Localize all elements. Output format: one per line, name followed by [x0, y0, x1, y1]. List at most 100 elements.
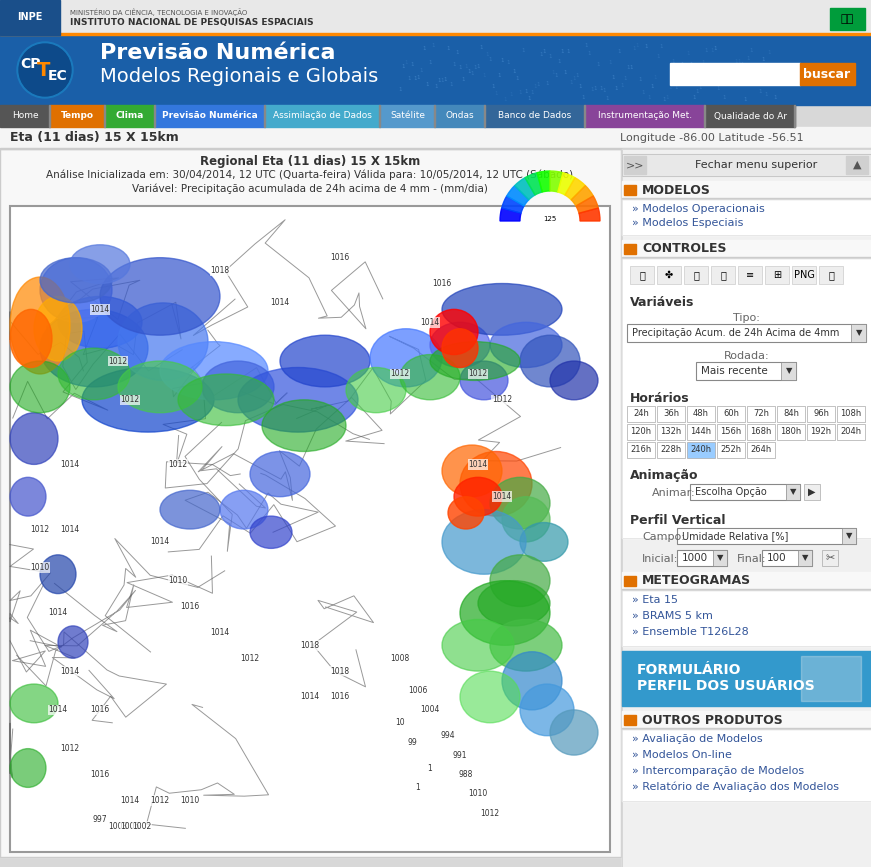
Bar — [622, 729, 871, 801]
Bar — [687, 406, 715, 422]
Bar — [830, 8, 865, 30]
Text: 1: 1 — [665, 83, 669, 88]
Text: 1014: 1014 — [151, 538, 170, 546]
Bar — [807, 424, 835, 440]
Ellipse shape — [160, 342, 268, 400]
Bar — [747, 424, 775, 440]
Ellipse shape — [442, 619, 514, 671]
Text: 1016: 1016 — [432, 279, 452, 288]
Text: 1008: 1008 — [390, 654, 409, 662]
Text: 1012: 1012 — [240, 654, 260, 662]
Text: 1: 1 — [572, 44, 576, 49]
Circle shape — [19, 44, 71, 96]
Bar — [434, 105, 435, 127]
Circle shape — [17, 42, 73, 98]
Text: 1012: 1012 — [469, 369, 488, 379]
Wedge shape — [515, 178, 535, 199]
Text: 1: 1 — [647, 62, 651, 67]
Ellipse shape — [118, 303, 208, 381]
Text: 1: 1 — [548, 69, 551, 75]
Bar — [622, 149, 871, 867]
Bar — [10, 206, 610, 852]
Bar — [804, 484, 820, 500]
Bar — [762, 550, 812, 566]
Text: 1: 1 — [516, 59, 519, 64]
Text: » Eta 15: » Eta 15 — [632, 595, 678, 605]
Ellipse shape — [40, 257, 112, 323]
Text: 168h: 168h — [750, 427, 772, 436]
Text: 1006: 1006 — [120, 822, 139, 831]
Text: 1: 1 — [624, 95, 627, 100]
Text: 1: 1 — [776, 66, 780, 71]
Text: 997: 997 — [92, 815, 107, 825]
Text: PNG: PNG — [793, 270, 814, 280]
Text: 1: 1 — [429, 70, 432, 75]
Text: 1: 1 — [518, 45, 522, 49]
Ellipse shape — [370, 329, 442, 387]
Text: 1: 1 — [651, 69, 654, 75]
Text: 1: 1 — [722, 58, 726, 63]
Text: 🔍: 🔍 — [693, 270, 699, 280]
Ellipse shape — [430, 323, 490, 368]
Bar — [657, 406, 685, 422]
Text: 1: 1 — [467, 97, 470, 102]
Text: 1014: 1014 — [91, 305, 110, 314]
Text: » Modelos Especiais: » Modelos Especiais — [632, 218, 743, 228]
Bar — [622, 154, 871, 176]
Wedge shape — [502, 196, 524, 213]
Ellipse shape — [220, 490, 268, 529]
Ellipse shape — [10, 413, 58, 465]
Text: 36h: 36h — [663, 409, 679, 419]
Text: 1: 1 — [707, 75, 711, 81]
Text: 1: 1 — [674, 90, 678, 95]
Bar — [794, 105, 795, 127]
Text: 1: 1 — [537, 87, 540, 92]
Text: Longitude -86.00 Latitude -56.51: Longitude -86.00 Latitude -56.51 — [620, 133, 804, 143]
Text: 1012: 1012 — [30, 525, 50, 533]
Text: 1: 1 — [419, 53, 422, 58]
Bar — [717, 424, 745, 440]
Wedge shape — [525, 173, 543, 195]
Ellipse shape — [442, 510, 526, 574]
Bar — [0, 149, 621, 857]
Ellipse shape — [40, 555, 76, 594]
Text: >>: >> — [625, 160, 645, 170]
Text: 994: 994 — [441, 731, 456, 740]
Text: 1: 1 — [443, 69, 447, 74]
Text: Campo:: Campo: — [642, 532, 685, 542]
Text: Escolha Opção: Escolha Opção — [695, 487, 766, 497]
Text: 🇧🇷: 🇧🇷 — [841, 14, 854, 24]
Text: 1: 1 — [770, 55, 773, 61]
Text: ▼: ▼ — [801, 553, 808, 563]
Text: 1016: 1016 — [91, 706, 110, 714]
Text: 1: 1 — [581, 49, 584, 55]
Wedge shape — [557, 173, 575, 195]
Text: 1: 1 — [402, 75, 405, 81]
Bar — [0, 0, 60, 35]
Bar — [687, 442, 715, 458]
Bar — [747, 442, 775, 458]
Bar — [622, 590, 871, 646]
Text: Animação: Animação — [630, 470, 699, 483]
Bar — [657, 424, 685, 440]
Text: 1: 1 — [479, 73, 483, 78]
Ellipse shape — [10, 748, 46, 787]
Bar — [851, 324, 866, 342]
Text: 1: 1 — [512, 74, 516, 79]
Text: 1: 1 — [524, 93, 528, 98]
Bar — [622, 729, 871, 801]
Bar — [717, 442, 745, 458]
Ellipse shape — [460, 671, 520, 723]
Bar — [717, 406, 745, 422]
Text: 1: 1 — [726, 75, 729, 80]
Bar — [819, 266, 843, 284]
Ellipse shape — [460, 361, 508, 400]
Text: 1: 1 — [656, 94, 659, 98]
Bar — [154, 105, 155, 127]
Ellipse shape — [82, 368, 214, 432]
Text: 1: 1 — [464, 60, 468, 64]
Text: 1014: 1014 — [492, 492, 511, 501]
Text: 1: 1 — [425, 93, 429, 98]
Text: MINISTÉRIO DA CIÊNCIA, TECNOLOGIA E INOVAÇÃO: MINISTÉRIO DA CIÊNCIA, TECNOLOGIA E INOV… — [70, 8, 247, 16]
Text: 1: 1 — [599, 68, 603, 73]
